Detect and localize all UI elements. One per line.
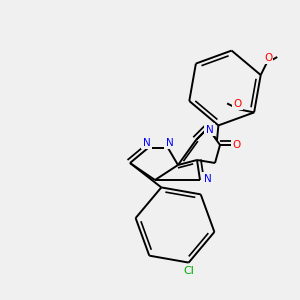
Text: N: N (206, 124, 213, 134)
Text: O: O (232, 140, 241, 150)
Text: N: N (142, 138, 150, 148)
Text: Cl: Cl (183, 266, 194, 276)
Text: N: N (204, 173, 212, 184)
Text: O: O (264, 52, 272, 63)
Text: O: O (233, 99, 242, 109)
Text: N: N (166, 138, 173, 148)
